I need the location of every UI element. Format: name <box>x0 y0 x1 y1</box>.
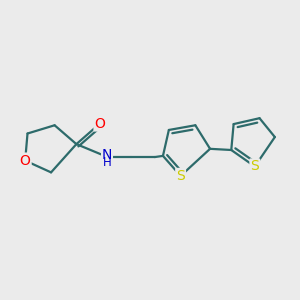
Text: H: H <box>103 157 111 169</box>
Text: N: N <box>102 148 112 162</box>
Text: S: S <box>250 160 259 173</box>
Text: S: S <box>176 169 185 183</box>
Text: O: O <box>94 116 105 130</box>
Text: O: O <box>20 154 31 168</box>
